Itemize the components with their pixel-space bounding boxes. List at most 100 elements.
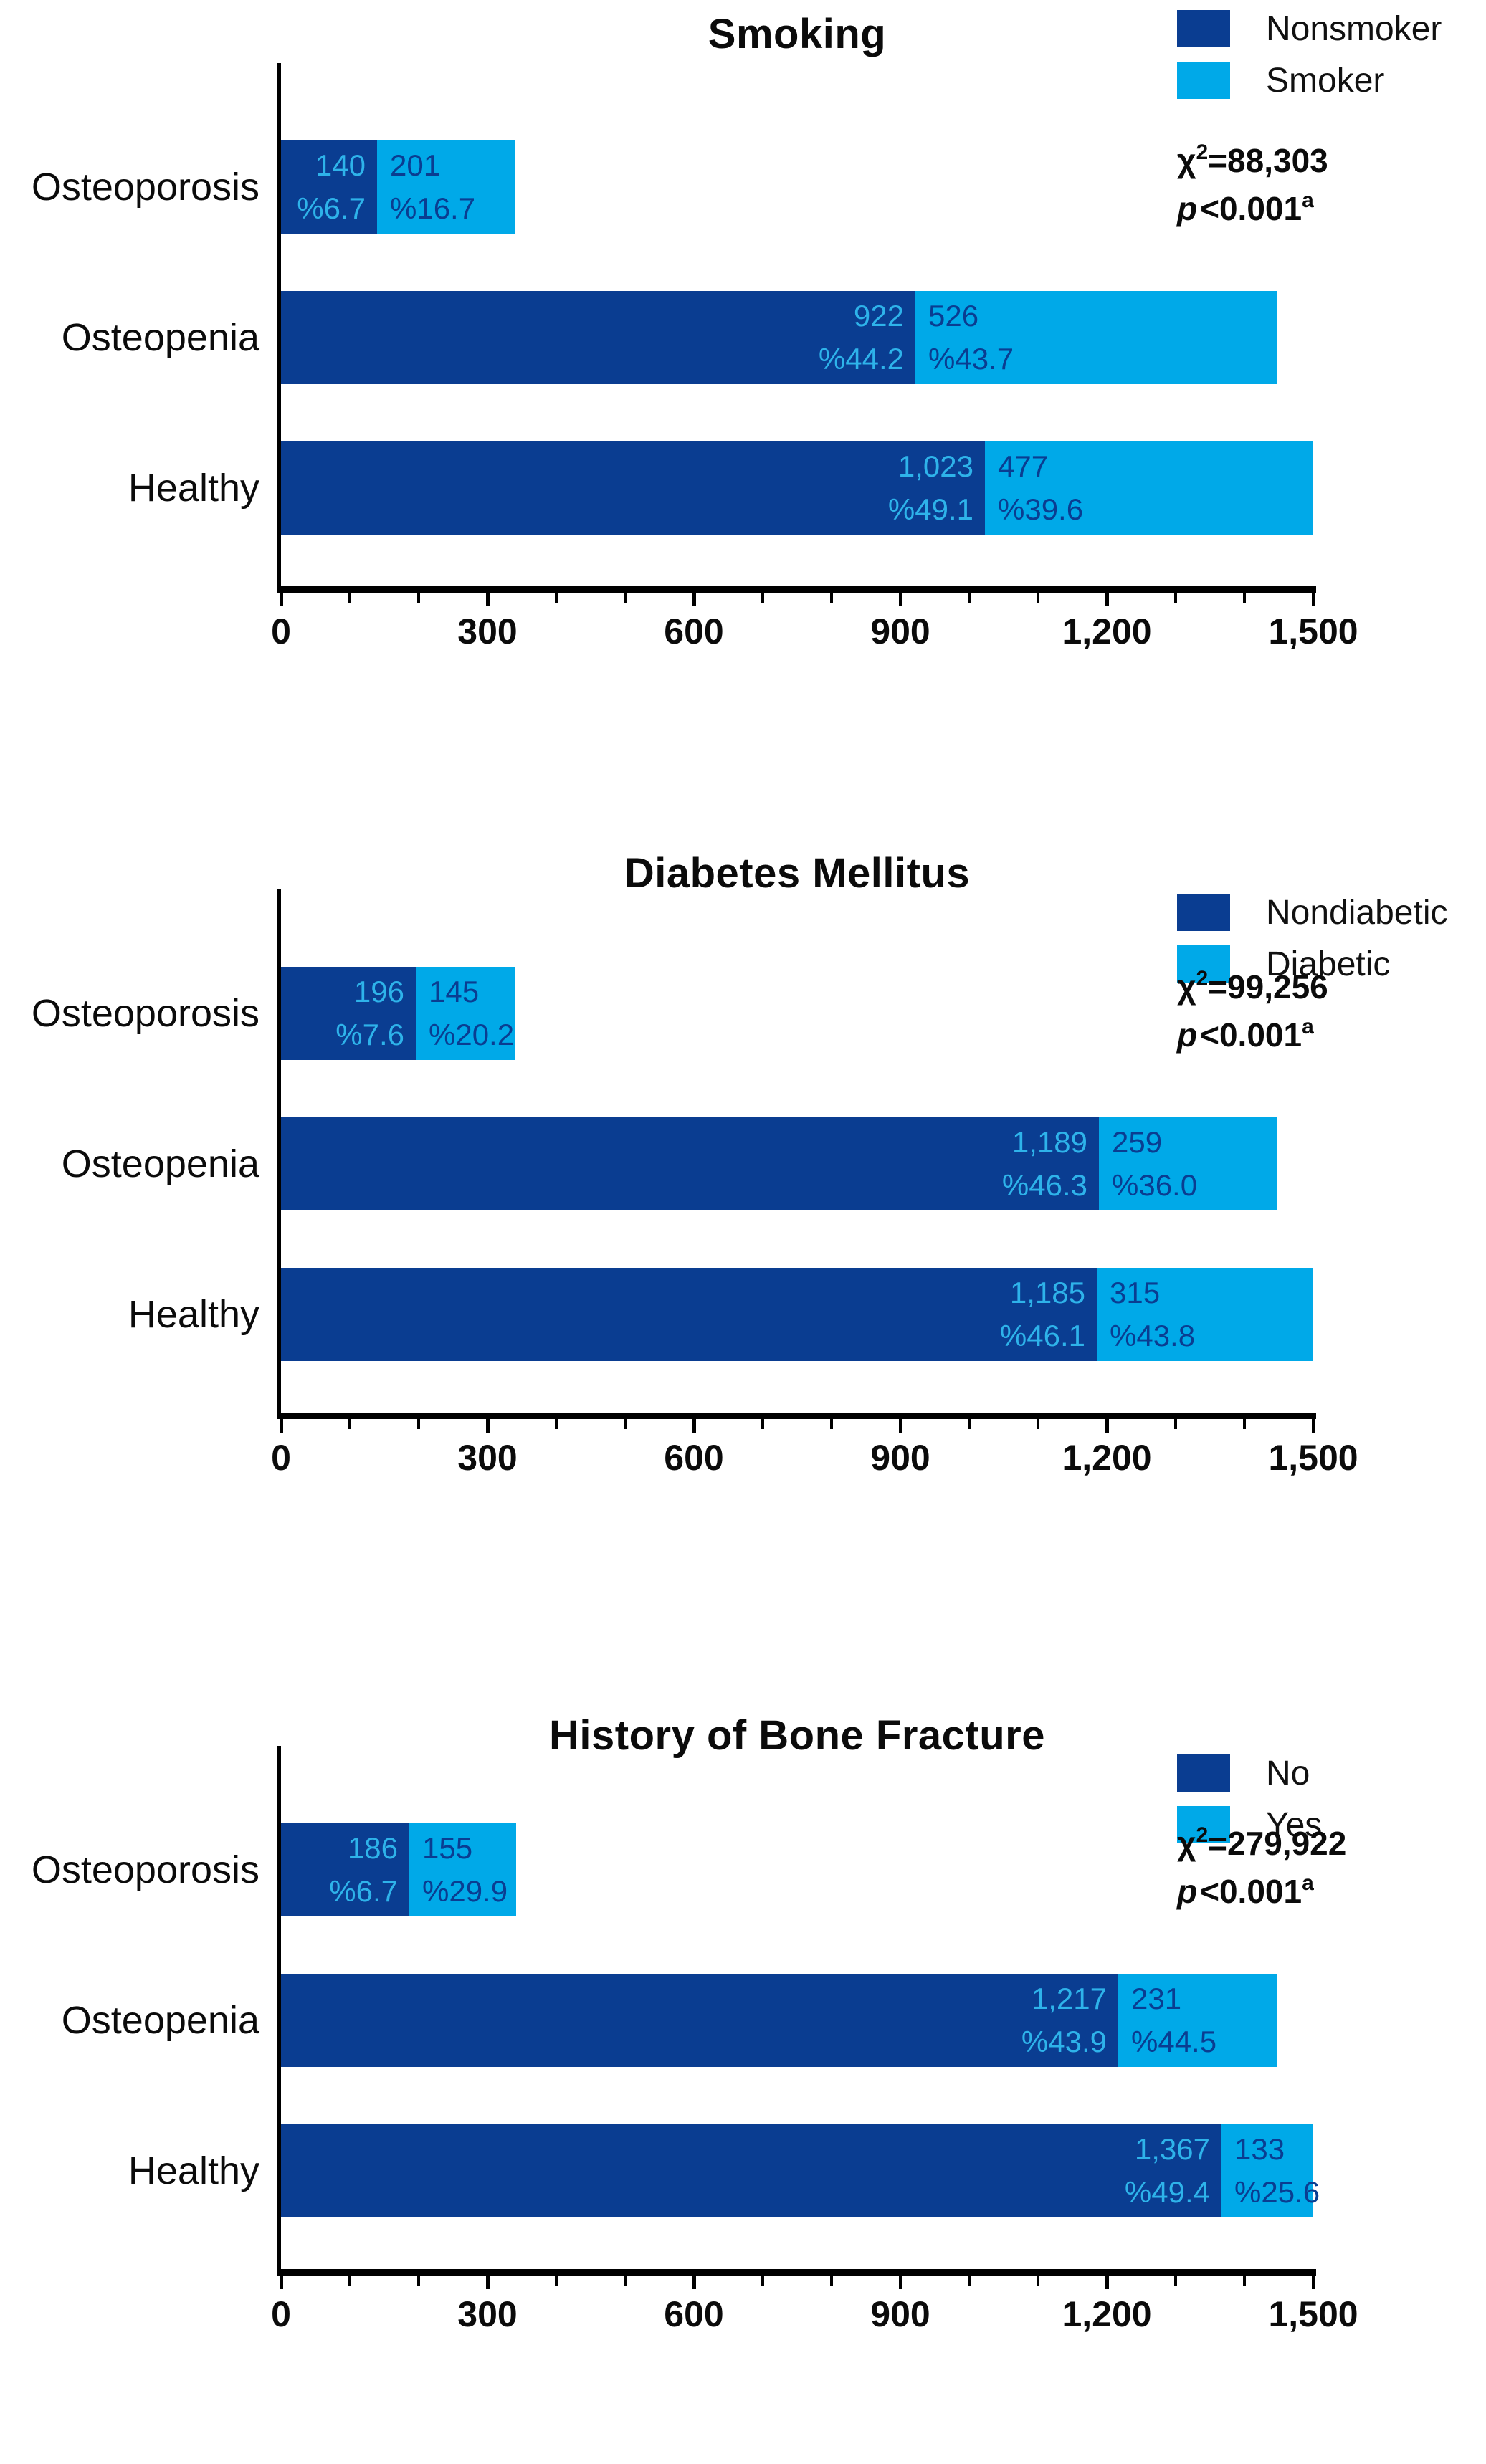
bar-segment-primary: 1,189 %46.3 xyxy=(281,1117,1099,1210)
category-label: Healthy xyxy=(128,1293,259,1336)
x-tick-minor xyxy=(968,1419,971,1429)
bar-pct-label: %36.0 xyxy=(1112,1168,1198,1202)
chart-smoking: Smoking Nonsmoker Smoker χ2=88,303 p<0.001a O… xyxy=(0,0,1486,781)
bar-pct-label: %49.4 xyxy=(1124,2175,1210,2209)
bar-count-label: 315 xyxy=(1110,1276,1161,1309)
legend-item: Yes xyxy=(1177,1805,1322,1845)
category-label: Osteoporosis xyxy=(31,992,259,1035)
x-tick-minor xyxy=(417,593,420,603)
category-label: Osteoporosis xyxy=(31,1848,259,1891)
category-label: Osteopenia xyxy=(61,1142,259,1185)
x-tick-label: 0 xyxy=(271,1438,291,1478)
bar-pct-label: %44.5 xyxy=(1131,2025,1217,2058)
x-tick-minor xyxy=(1243,1419,1246,1429)
category-label: Osteopenia xyxy=(61,1999,259,2042)
bar-label: 140 %6.7 xyxy=(281,140,377,234)
x-tick-major xyxy=(1311,1419,1315,1433)
category-label: Osteoporosis xyxy=(31,166,259,209)
x-tick-label: 900 xyxy=(870,1438,930,1478)
bar-pct-label: %46.3 xyxy=(1001,1168,1087,1202)
bar-segment-secondary: 133 %25.6 xyxy=(1221,2124,1320,2217)
category-label: Healthy xyxy=(128,467,259,510)
chart-title: History of Bone Fracture xyxy=(549,1712,1045,1759)
bar-pct-label: %43.8 xyxy=(1110,1319,1196,1352)
x-tick-label: 1,500 xyxy=(1268,2294,1358,2334)
x-tick-minor xyxy=(830,1419,833,1429)
x-tick-minor xyxy=(830,2276,833,2286)
bar-count-label: 155 xyxy=(422,1831,473,1865)
bar-segment-secondary: 231 %44.5 xyxy=(1118,1974,1277,2067)
x-tick-minor xyxy=(830,593,833,603)
legend-swatch-icon xyxy=(1177,945,1230,983)
legend-item: Nonsmoker xyxy=(1177,9,1442,49)
bar-segment-secondary: 145 %20.2 xyxy=(416,967,515,1060)
x-tick-major xyxy=(279,2276,283,2289)
x-tick-major xyxy=(1311,2276,1315,2289)
chi-value: =88,303 xyxy=(1208,142,1328,179)
chart-title: Smoking xyxy=(708,11,887,57)
x-tick-minor xyxy=(1174,1419,1177,1429)
legend-item: Smoker xyxy=(1177,60,1384,100)
bar-count-label: 477 xyxy=(998,449,1049,483)
category-label: Osteopenia xyxy=(61,316,259,359)
bar-label: 1,023 %49.1 xyxy=(281,441,985,535)
x-tick-label: 0 xyxy=(271,2294,291,2334)
x-tick-major xyxy=(692,2276,696,2289)
bar-segment-secondary: 477 %39.6 xyxy=(985,441,1313,535)
x-tick-minor xyxy=(1243,2276,1246,2286)
chi-symbol: χ xyxy=(1177,142,1196,179)
p-symbol: p xyxy=(1177,190,1198,227)
x-tick-minor xyxy=(1037,593,1039,603)
bar-pct-label: %20.2 xyxy=(429,1018,515,1051)
legend-label: Diabetic xyxy=(1266,945,1391,983)
x-tick-minor xyxy=(417,1419,420,1429)
chart-title: Diabetes Mellitus xyxy=(624,850,971,897)
bar-pct-label: %44.2 xyxy=(818,342,904,376)
x-tick-minor xyxy=(761,2276,764,2286)
x-tick-minor xyxy=(417,2276,420,2286)
bar-segment-secondary: 315 %43.8 xyxy=(1097,1268,1313,1361)
chi-symbol: χ xyxy=(1177,1825,1196,1862)
bar-pct-label: %49.1 xyxy=(887,492,973,526)
x-tick-label: 1,500 xyxy=(1268,1438,1358,1478)
x-tick-label: 900 xyxy=(870,611,930,651)
x-tick-label: 1,500 xyxy=(1268,611,1358,651)
x-tick-label: 0 xyxy=(271,611,291,651)
bar-segment-primary: 196 %7.6 xyxy=(281,967,416,1060)
bar-label: 477 %39.6 xyxy=(985,441,1313,535)
legend-swatch-icon xyxy=(1177,894,1230,931)
bar-pct-label: %29.9 xyxy=(422,1874,508,1908)
bar-segment-primary: 1,185 %46.1 xyxy=(281,1268,1097,1361)
p-value-stat: p<0.001a xyxy=(1177,1871,1314,1911)
x-tick-major xyxy=(279,593,283,606)
chi-square-stat: χ2=279,922 xyxy=(1177,1823,1347,1863)
x-tick-minor xyxy=(624,1419,627,1429)
bar-pct-label: %16.7 xyxy=(390,191,476,225)
bar-pct-label: %39.6 xyxy=(998,492,1084,526)
x-tick-minor xyxy=(348,1419,351,1429)
bar-label: 1,367 %49.4 xyxy=(281,2124,1221,2217)
bar-count-label: 231 xyxy=(1131,1982,1182,2015)
bar-segment-primary: 186 %6.7 xyxy=(281,1823,409,1916)
p-symbol: p xyxy=(1177,1873,1198,1910)
bar-count-label: 140 xyxy=(315,148,366,182)
chi-value: =279,922 xyxy=(1208,1825,1347,1862)
bar-count-label: 186 xyxy=(347,1831,398,1865)
bar-pct-label: %6.7 xyxy=(329,1874,398,1908)
legend-label: Smoker xyxy=(1266,61,1385,100)
bar-pct-label: %25.6 xyxy=(1234,2175,1320,2209)
category-label: Healthy xyxy=(128,2149,259,2192)
bar-segment-primary: 1,217 %43.9 xyxy=(281,1974,1118,2067)
bar-label: 1,217 %43.9 xyxy=(281,1974,1118,2067)
legend-swatch-icon xyxy=(1177,62,1230,99)
x-tick-minor xyxy=(1037,1419,1039,1429)
bar-pct-label: %6.7 xyxy=(297,191,366,225)
bar-count-label: 196 xyxy=(353,975,404,1008)
x-tick-major xyxy=(485,2276,490,2289)
x-tick-minor xyxy=(555,593,558,603)
bar-label: 145 %20.2 xyxy=(416,967,515,1060)
x-tick-minor xyxy=(1174,2276,1177,2286)
p-value-stat: p<0.001a xyxy=(1177,1015,1314,1054)
x-tick-minor xyxy=(968,2276,971,2286)
chi-exponent: 2 xyxy=(1196,967,1209,990)
